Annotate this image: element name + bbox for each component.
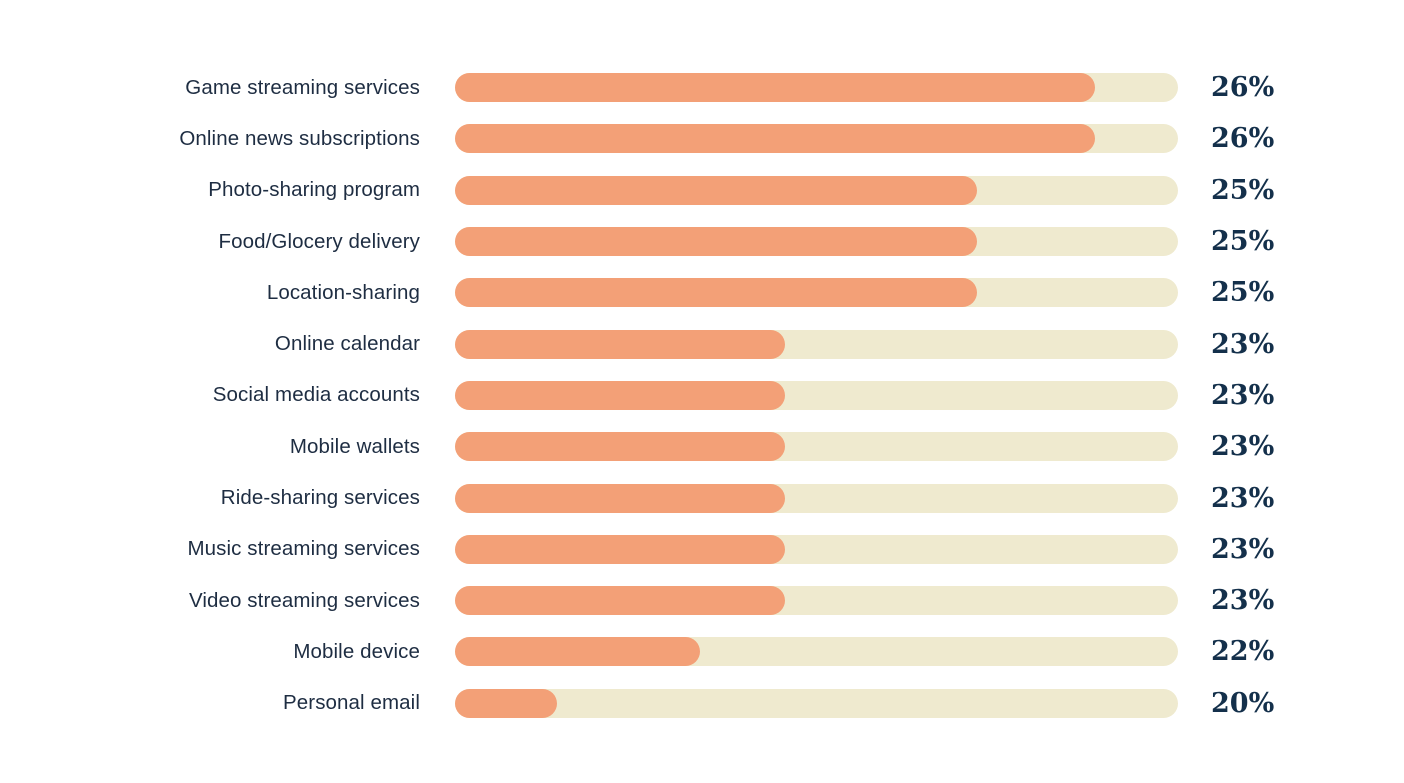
category-label: Game streaming services <box>185 75 420 99</box>
category-label: Video streaming services <box>188 588 420 612</box>
bar-track <box>455 175 1178 205</box>
category-label: Mobile wallets <box>289 434 420 458</box>
category-label: Online calendar <box>274 332 420 356</box>
value-label: 20% <box>1211 687 1275 719</box>
value-label: 23% <box>1211 328 1275 360</box>
value-label: 23% <box>1211 431 1275 463</box>
horizontal-bar-chart: Game streaming services 26% Online news … <box>0 62 1404 729</box>
category-label: Mobile device <box>293 639 420 663</box>
category-label: Social media accounts <box>212 383 420 407</box>
bar-fill <box>455 329 785 359</box>
chart-row: Game streaming services 26% <box>0 62 1404 113</box>
category-label: Personal email <box>283 691 420 715</box>
category-label: Online news subscriptions <box>179 126 420 150</box>
value-label: 23% <box>1211 533 1275 565</box>
bar-fill <box>455 688 557 718</box>
chart-row: Food/Glocery delivery 25% <box>0 216 1404 267</box>
chart-row: Online calendar 23% <box>0 318 1404 369</box>
value-label: 26% <box>1211 72 1275 104</box>
bar-track <box>455 227 1178 257</box>
bar-fill <box>455 432 785 462</box>
chart-row: Personal email 20% <box>0 678 1404 729</box>
category-label: Ride-sharing services <box>220 486 420 510</box>
value-label: 25% <box>1211 174 1275 206</box>
bar-track <box>455 124 1178 154</box>
value-label: 25% <box>1211 226 1275 258</box>
bar-fill <box>455 380 785 410</box>
value-label: 23% <box>1211 482 1275 514</box>
bar-track <box>455 534 1178 564</box>
chart-row: Online news subscriptions 26% <box>0 113 1404 164</box>
bar-track <box>455 329 1178 359</box>
chart-row: Location-sharing 25% <box>0 267 1404 318</box>
value-label: 26% <box>1211 123 1275 155</box>
value-label: 25% <box>1211 277 1275 309</box>
bar-fill <box>455 175 977 205</box>
bar-fill <box>455 586 785 616</box>
bar-track <box>455 432 1178 462</box>
chart-row: Social media accounts 23% <box>0 370 1404 421</box>
bar-track <box>455 380 1178 410</box>
bar-track <box>455 637 1178 667</box>
value-label: 23% <box>1211 379 1275 411</box>
bar-fill <box>455 483 785 513</box>
category-label: Music streaming services <box>187 537 420 561</box>
bar-track <box>455 278 1178 308</box>
chart-row: Music streaming services 23% <box>0 524 1404 575</box>
bar-fill <box>455 278 977 308</box>
value-label: 22% <box>1211 636 1275 668</box>
category-label: Food/Glocery delivery <box>218 229 420 253</box>
bar-track <box>455 73 1178 103</box>
bar-fill <box>455 637 701 667</box>
chart-row: Ride-sharing services 23% <box>0 472 1404 523</box>
chart-row: Photo-sharing program 25% <box>0 165 1404 216</box>
chart-row: Mobile wallets 23% <box>0 421 1404 472</box>
bar-track <box>455 586 1178 616</box>
bar-fill <box>455 124 1095 154</box>
chart-row: Video streaming services 23% <box>0 575 1404 626</box>
value-label: 23% <box>1211 585 1275 617</box>
chart-row: Mobile device 22% <box>0 626 1404 677</box>
category-label: Location-sharing <box>266 280 420 304</box>
bar-track <box>455 483 1178 513</box>
category-label: Photo-sharing program <box>208 178 420 202</box>
bar-fill <box>455 534 785 564</box>
bar-track <box>455 688 1178 718</box>
bar-fill <box>455 73 1095 103</box>
bar-fill <box>455 227 977 257</box>
